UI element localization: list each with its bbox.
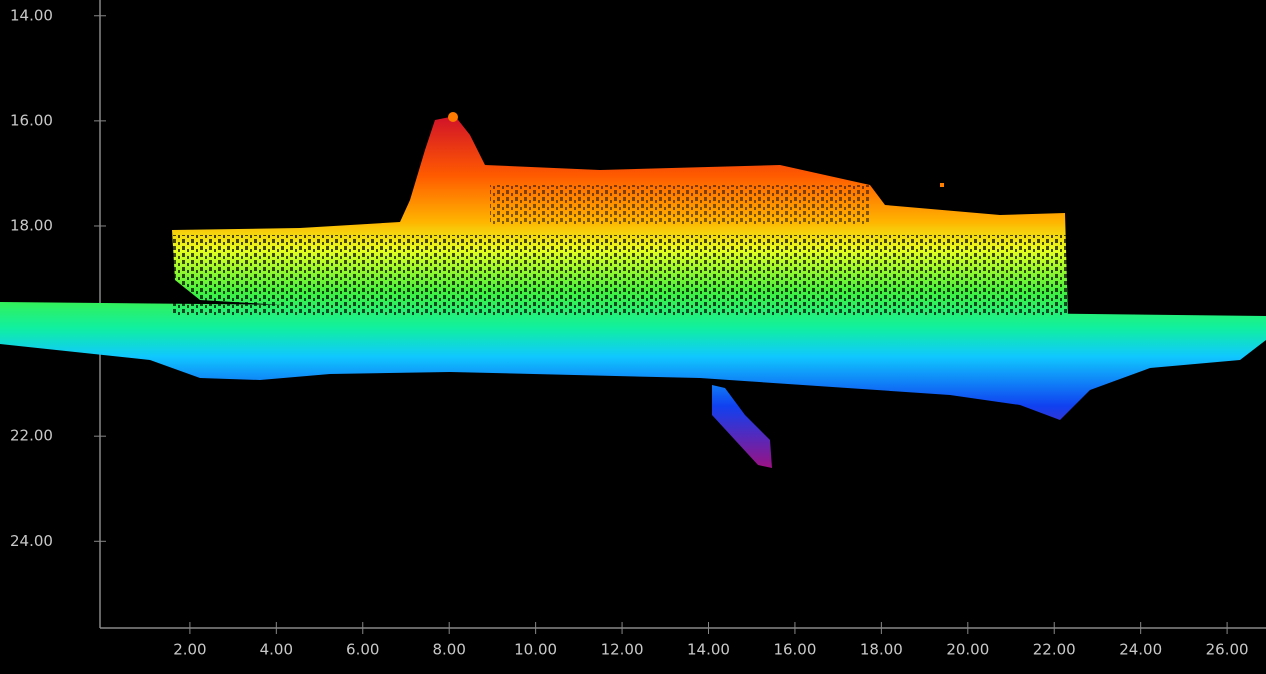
chart: 14.00 16.00 18.00 20.00 22.00 24.00 2.00 4.00 6.… — [0, 0, 1266, 674]
point — [448, 112, 458, 122]
y-tick-label: 22.00 — [10, 427, 53, 445]
x-tick-label: 10.00 — [514, 641, 557, 659]
x-tick-label: 4.00 — [260, 641, 293, 659]
x-tick-label: 2.00 — [173, 641, 206, 659]
x-tick-label: 26.00 — [1206, 641, 1249, 659]
x-tick-label: 14.00 — [687, 641, 730, 659]
point — [940, 183, 944, 187]
cloud-gaps — [172, 235, 1068, 315]
y-tick-label: 14.00 — [10, 6, 53, 24]
x-tick-label: 20.00 — [946, 641, 989, 659]
y-tick-label: 24.00 — [10, 532, 53, 550]
x-tick-label: 6.00 — [346, 641, 379, 659]
x-tick-label: 18.00 — [860, 641, 903, 659]
x-tick-label: 12.00 — [601, 641, 644, 659]
x-tick-label: 22.00 — [1033, 641, 1076, 659]
cloud-gaps — [490, 185, 870, 225]
x-tick-label: 24.00 — [1119, 641, 1162, 659]
y-tick-label: 16.00 — [10, 111, 53, 129]
y-tick-label: 18.00 — [10, 216, 53, 234]
x-tick-label: 8.00 — [432, 641, 465, 659]
x-tick-label: 16.00 — [773, 641, 816, 659]
